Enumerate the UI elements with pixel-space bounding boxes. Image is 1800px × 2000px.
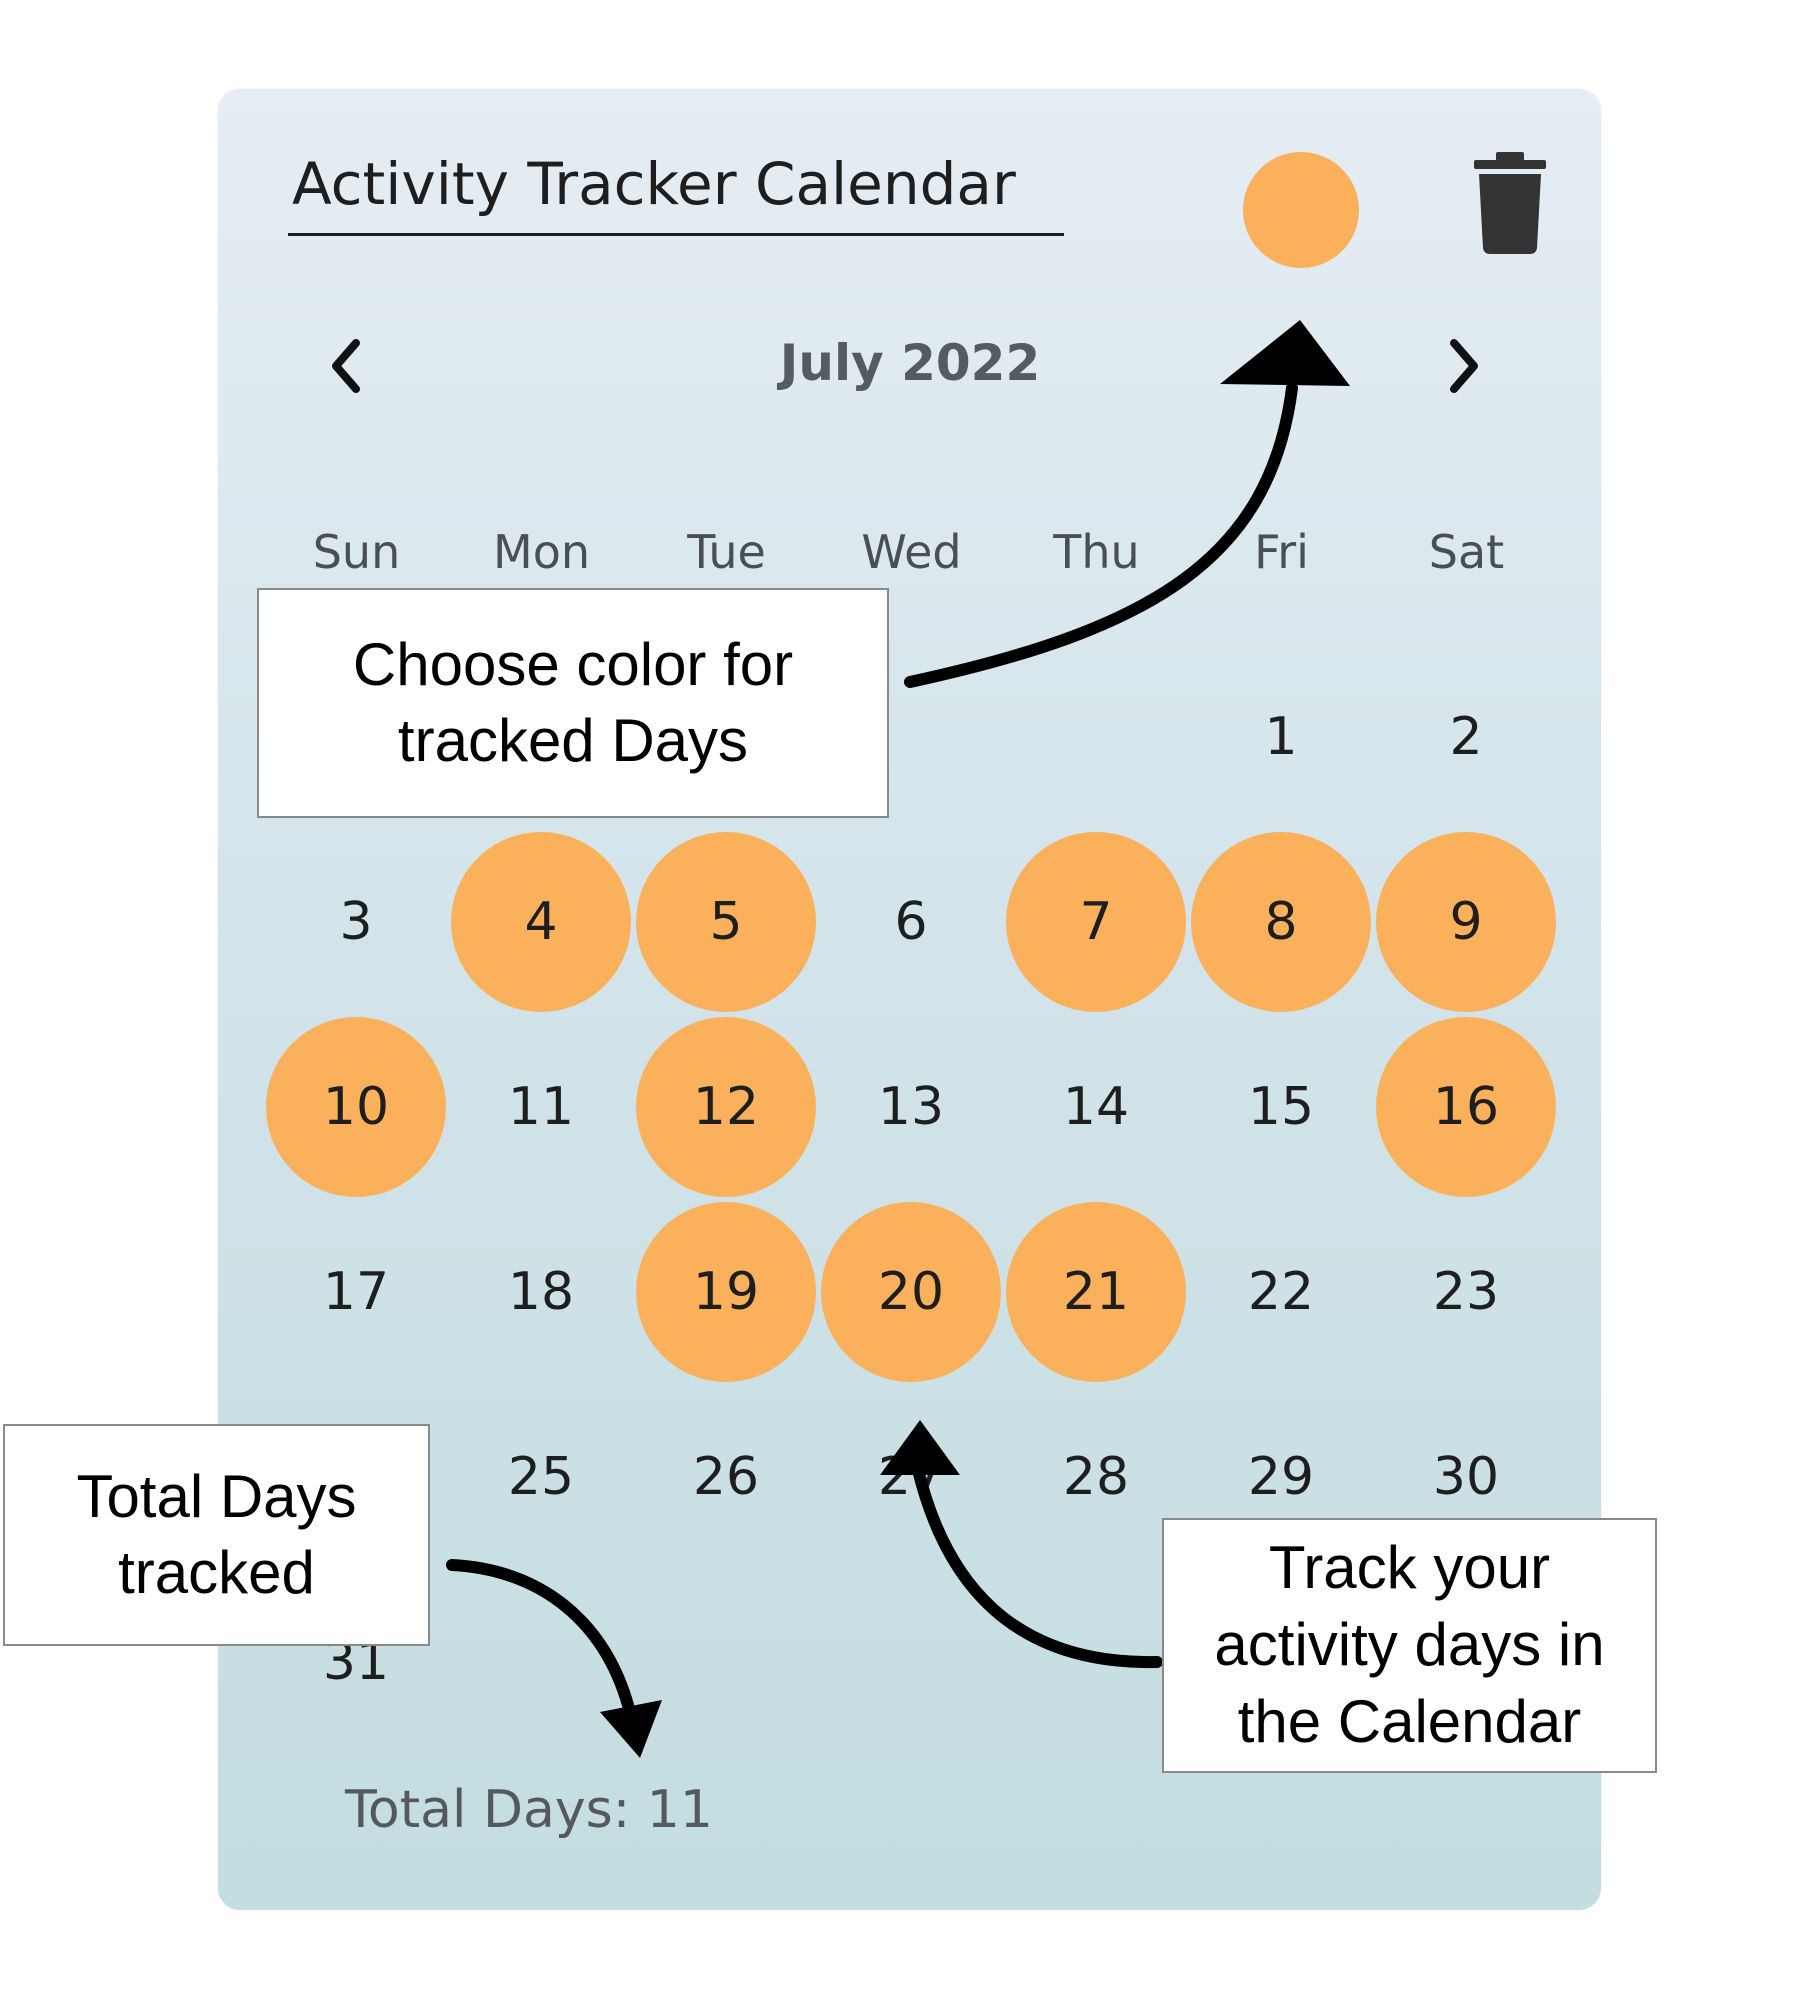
calendar-title-input[interactable]: Activity Tracker Calendar bbox=[288, 140, 1064, 236]
callout-track-days-text: Track your activity days in the Calendar bbox=[1214, 1534, 1605, 1755]
arrow-head-total bbox=[600, 1700, 662, 1758]
day-cell[interactable]: 16 bbox=[1376, 1017, 1556, 1197]
day-cell[interactable]: 29 bbox=[1247, 1447, 1315, 1507]
callout-choose-color: Choose color for tracked Days bbox=[257, 588, 889, 818]
prev-month-chevron-left-icon[interactable] bbox=[322, 335, 372, 397]
color-picker-button[interactable] bbox=[1243, 152, 1359, 268]
day-cell[interactable]: 21 bbox=[1006, 1202, 1186, 1382]
weekday-thu: Thu bbox=[1053, 525, 1140, 579]
arrow-head-color bbox=[1220, 320, 1350, 386]
weekday-wed: Wed bbox=[861, 525, 962, 579]
arrow-to-total bbox=[446, 1559, 634, 1711]
weekday-mon: Mon bbox=[493, 525, 590, 579]
weekday-sat: Sat bbox=[1428, 525, 1505, 579]
day-cell[interactable]: 3 bbox=[339, 892, 373, 952]
day-cell[interactable]: 7 bbox=[1006, 832, 1186, 1012]
day-cell[interactable]: 30 bbox=[1432, 1447, 1500, 1507]
day-cell[interactable]: 25 bbox=[507, 1447, 575, 1507]
day-cell[interactable]: 23 bbox=[1432, 1262, 1500, 1322]
day-cell[interactable]: 19 bbox=[636, 1202, 816, 1382]
day-cell[interactable]: 15 bbox=[1247, 1077, 1315, 1137]
day-cell[interactable]: 1 bbox=[1264, 707, 1298, 767]
total-days-label: Total Days: 11 bbox=[345, 1780, 713, 1840]
day-cell[interactable]: 4 bbox=[451, 832, 631, 1012]
arrow-head-days bbox=[880, 1420, 960, 1475]
day-cell[interactable]: 2 bbox=[1449, 707, 1483, 767]
day-cell[interactable]: 12 bbox=[636, 1017, 816, 1197]
day-cell[interactable]: 8 bbox=[1191, 832, 1371, 1012]
day-cell[interactable]: 11 bbox=[507, 1077, 575, 1137]
day-cell[interactable]: 13 bbox=[877, 1077, 945, 1137]
weekday-tue: Tue bbox=[687, 525, 766, 579]
day-cell[interactable]: 6 bbox=[894, 892, 928, 952]
day-cell[interactable]: 18 bbox=[507, 1262, 575, 1322]
weekday-sun: Sun bbox=[312, 525, 401, 579]
month-label: July 2022 bbox=[779, 334, 1041, 392]
day-cell[interactable]: 10 bbox=[266, 1017, 446, 1197]
trash-icon[interactable] bbox=[1474, 152, 1546, 254]
callout-choose-color-text: Choose color for tracked Days bbox=[352, 630, 794, 774]
calendar-title[interactable]: Activity Tracker Calendar bbox=[292, 150, 1016, 218]
next-month-chevron-right-icon[interactable] bbox=[1438, 335, 1488, 397]
day-cell[interactable]: 17 bbox=[322, 1262, 390, 1322]
arrow-to-color-picker bbox=[904, 382, 1298, 688]
callout-total-days: Total Days tracked bbox=[3, 1424, 430, 1646]
day-cell[interactable]: 5 bbox=[636, 832, 816, 1012]
day-cell[interactable]: 28 bbox=[1062, 1447, 1130, 1507]
day-cell[interactable]: 20 bbox=[821, 1202, 1001, 1382]
callout-total-days-text: Total Days tracked bbox=[76, 1462, 357, 1606]
weekday-fri: Fri bbox=[1254, 525, 1309, 579]
day-cell[interactable]: 14 bbox=[1062, 1077, 1130, 1137]
day-cell[interactable]: 26 bbox=[692, 1447, 760, 1507]
callout-track-days: Track your activity days in the Calendar bbox=[1162, 1518, 1657, 1773]
arrow-to-days bbox=[912, 1464, 1163, 1669]
day-cell[interactable]: 9 bbox=[1376, 832, 1556, 1012]
day-cell[interactable]: 22 bbox=[1247, 1262, 1315, 1322]
